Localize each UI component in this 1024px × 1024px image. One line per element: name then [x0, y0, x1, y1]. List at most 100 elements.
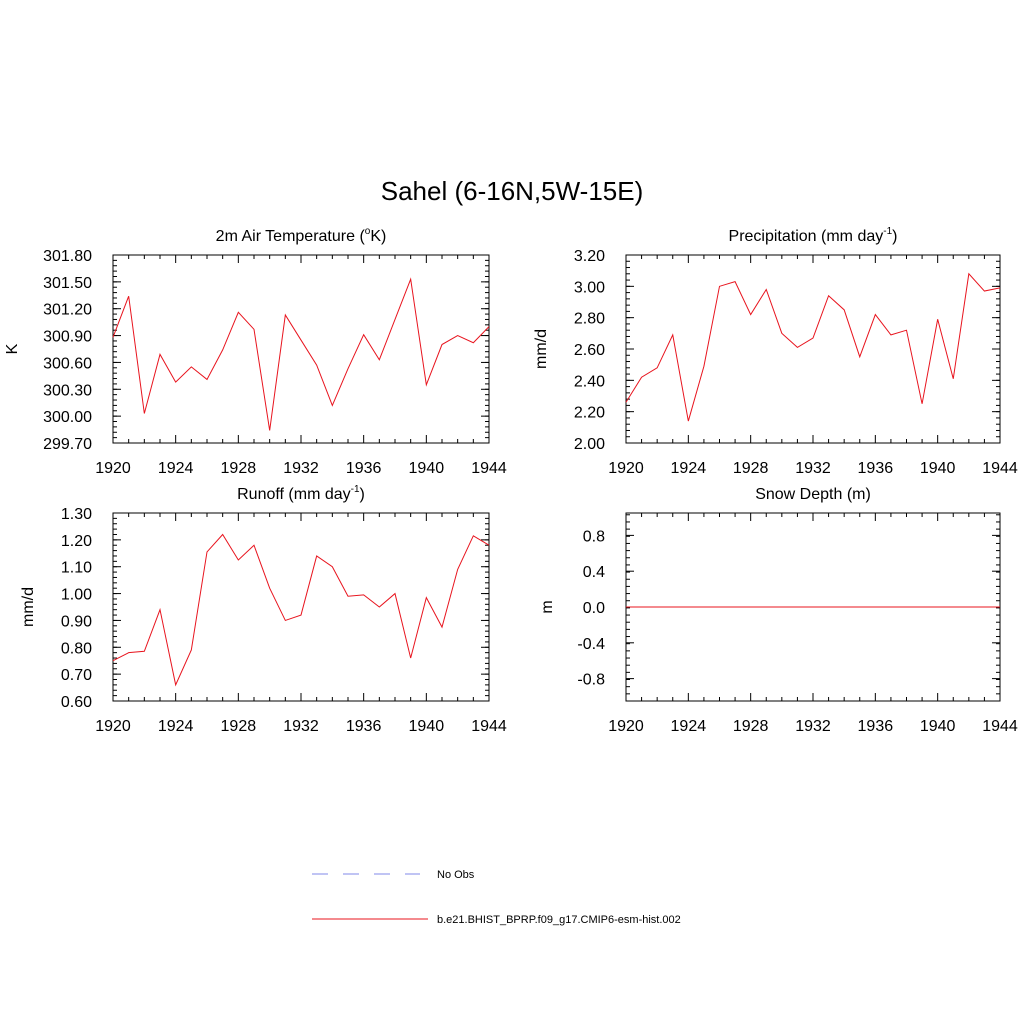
- x-tick-label: 1920: [95, 718, 131, 735]
- panel-title-superscript: -1: [883, 226, 892, 237]
- data-point: [379, 606, 380, 607]
- y-axis-label: m: [539, 600, 556, 613]
- data-point: [473, 342, 474, 343]
- data-point: [285, 620, 286, 621]
- x-tick-label: 1936: [858, 460, 894, 477]
- plot-frame: [112, 254, 490, 444]
- data-point: [441, 344, 442, 345]
- data-point: [984, 290, 985, 291]
- y-tick-label: 3.00: [574, 279, 605, 296]
- data-point: [316, 365, 317, 366]
- data-point: [191, 366, 192, 367]
- y-tick-label: 1.30: [61, 506, 92, 523]
- y-tick-label: 300.00: [43, 409, 92, 426]
- x-tick-label: 1932: [795, 718, 831, 735]
- data-point: [347, 596, 348, 597]
- series-line: [112, 533, 490, 687]
- y-tick-label: 300.90: [43, 329, 92, 346]
- data-point: [968, 273, 969, 274]
- data-point: [426, 597, 427, 598]
- panel-title-tail: ): [892, 228, 897, 245]
- data-point: [953, 378, 954, 379]
- data-point: [285, 314, 286, 315]
- data-point: [844, 309, 845, 310]
- x-tick-label: 1936: [346, 460, 382, 477]
- data-point: [128, 296, 129, 297]
- panel-title-main: Snow Depth (m): [755, 486, 871, 503]
- y-tick-label: 300.30: [43, 382, 92, 399]
- data-point: [175, 382, 176, 383]
- data-point: [937, 319, 938, 320]
- data-point: [672, 334, 673, 335]
- x-tick-label: 1936: [858, 718, 894, 735]
- data-point: [332, 566, 333, 567]
- y-tick-label: 301.50: [43, 275, 92, 292]
- data-point: [781, 333, 782, 334]
- data-point: [734, 281, 735, 282]
- data-point: [159, 354, 160, 355]
- data-point: [457, 335, 458, 336]
- data-point: [394, 593, 395, 594]
- legend-model-label: b.e21.BHIST_BPRP.f09_g17.CMIP6-esm-hist.…: [437, 914, 681, 926]
- legend: No Obs b.e21.BHIST_BPRP.f09_g17.CMIP6-es…: [312, 869, 681, 926]
- panels: 1920 1924 1928 1932 1936 1940 1944 299.70 300.00…: [4, 226, 1018, 735]
- panel-title-main: 2m Air Temperature (: [216, 228, 366, 245]
- x-tick-label: 1924: [671, 718, 707, 735]
- x-tick-label: 1932: [795, 460, 831, 477]
- x-tick-label: 1920: [608, 718, 644, 735]
- x-tick-label: 1924: [158, 718, 194, 735]
- data-point: [906, 330, 907, 331]
- data-point: [191, 649, 192, 650]
- data-point: [488, 326, 489, 327]
- data-point: [921, 403, 922, 404]
- x-tick-label: 1944: [471, 718, 507, 735]
- x-tick-label: 1940: [409, 718, 445, 735]
- panel-title-tail: ): [360, 486, 365, 503]
- x-tick-label: 1940: [920, 718, 956, 735]
- panel-title: Snow Depth (m): [755, 486, 871, 503]
- y-axis-label: mm/d: [20, 587, 37, 627]
- data-point: [144, 413, 145, 414]
- x-tick-label: 1928: [733, 460, 769, 477]
- data-point: [457, 569, 458, 570]
- x-tick-label: 1944: [982, 460, 1018, 477]
- data-point: [128, 652, 129, 653]
- series-line: [112, 277, 490, 431]
- data-point: [657, 367, 658, 368]
- data-point: [625, 606, 626, 607]
- panel-runoff: 1920 1924 1928 1932 1936 1940 1944 0.60 0.70 0.80…: [20, 484, 507, 735]
- data-point: [332, 405, 333, 406]
- plot-frame: [625, 254, 1001, 444]
- data-point: [750, 314, 751, 315]
- data-point: [812, 337, 813, 338]
- x-tick-label: 1924: [671, 460, 707, 477]
- panel-title-superscript: o: [365, 226, 371, 237]
- y-tick-label: 2.60: [574, 342, 605, 359]
- data-point: [410, 657, 411, 658]
- y-tick-label: 0.4: [583, 564, 605, 581]
- data-point: [112, 660, 113, 661]
- data-point: [175, 684, 176, 685]
- data-point: [363, 594, 364, 595]
- y-tick-label: 301.20: [43, 302, 92, 319]
- y-axis-label: K: [4, 343, 21, 354]
- panel-title: Precipitation (mm day-1): [729, 226, 898, 245]
- y-tick-label: 0.80: [61, 640, 92, 657]
- x-tick-label: 1944: [471, 460, 507, 477]
- data-point: [363, 334, 364, 335]
- panel-title-main: Runoff (mm day: [237, 486, 351, 503]
- data-point: [488, 545, 489, 546]
- data-point: [269, 430, 270, 431]
- y-tick-label: 0.8: [583, 528, 605, 545]
- x-tick-label: 1932: [283, 718, 319, 735]
- y-tick-label: 300.60: [43, 355, 92, 372]
- x-tick-label: 1928: [733, 718, 769, 735]
- x-tick-label: 1920: [608, 460, 644, 477]
- plot-frame: [112, 512, 490, 702]
- data-point: [703, 366, 704, 367]
- data-point: [238, 312, 239, 313]
- legend-no-obs-label: No Obs: [437, 869, 475, 881]
- panel-temp: 1920 1924 1928 1932 1936 1940 1944 299.70 300.00…: [4, 226, 507, 477]
- y-tick-label: 301.80: [43, 248, 92, 265]
